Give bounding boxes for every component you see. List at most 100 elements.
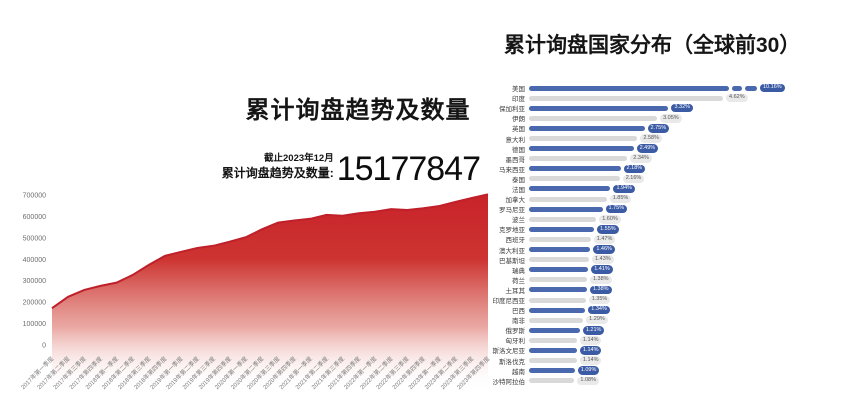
area-chart-svg: 0 100000 200000 300000 400000 500000 600000 700… <box>19 193 491 392</box>
area-trend-line <box>51 193 489 309</box>
country-label: 南非 <box>512 318 525 326</box>
bar <box>529 186 611 192</box>
value-pill: 1.38% <box>589 285 612 295</box>
value-pill: 2.34% <box>630 154 652 163</box>
value-pill: 1.14% <box>579 356 602 365</box>
bar <box>529 247 591 253</box>
stat-total-value: 15177847 <box>336 150 481 189</box>
bar-row: 巴基斯坦 1.43% <box>490 255 852 265</box>
bar <box>529 156 628 162</box>
y-axis-tick-label: 300000 <box>23 278 46 285</box>
country-label: 西班牙 <box>505 237 526 245</box>
bar <box>529 317 584 323</box>
country-label: 沙特阿拉伯 <box>492 378 526 386</box>
bar-row: 荷兰 1.38% <box>490 275 852 285</box>
bar-row: 墨西哥 2.34% <box>490 154 852 164</box>
bar-row: 罗马尼亚 1.75% <box>490 204 852 214</box>
cumulative-inquiry-stat: 截止2023年12月 累计询盘趋势及数量: 15177847 <box>170 150 481 189</box>
bar <box>529 257 590 263</box>
country-label: 德国 <box>512 146 525 154</box>
stat-label-caption: 累计询盘趋势及数量: <box>221 166 334 180</box>
y-axis-tick-label: 100000 <box>23 321 46 328</box>
bar-row: 伊朗 3.05% <box>490 113 852 123</box>
bar-row: 加拿大 1.85% <box>490 194 852 204</box>
country-label: 斯洛伐克 <box>499 358 525 366</box>
y-axis-tick-label: 400000 <box>23 257 46 264</box>
bar-row: 匈牙利 1.14% <box>490 335 852 345</box>
right-chart-title: 累计询盘国家分布（全球前30） <box>504 34 801 57</box>
value-pill: 1.09% <box>577 366 600 375</box>
bar <box>529 236 591 242</box>
value-pill: 4.62% <box>726 93 748 103</box>
bar <box>529 146 634 152</box>
country-bar-chart: 美国 10.16% 印度 4.62% 保加利亚 3.32% 伊朗 3.05% 英国 2.75% 意大… <box>490 83 852 386</box>
country-label: 匈牙利 <box>505 338 526 346</box>
country-label: 美国 <box>512 86 525 94</box>
value-pill: 2.16% <box>622 174 645 184</box>
bar-row: 瑞典 1.41% <box>490 265 852 275</box>
bar <box>529 307 586 313</box>
value-pill: 1.35% <box>588 295 611 305</box>
country-label: 越南 <box>512 368 525 376</box>
bar <box>529 378 575 384</box>
bar <box>529 368 575 374</box>
bar <box>529 267 589 273</box>
country-label: 俄罗斯 <box>505 328 526 336</box>
bar <box>529 105 669 111</box>
bar <box>529 347 577 353</box>
country-label: 意大利 <box>505 136 526 144</box>
bar-row: 俄罗斯 1.21% <box>490 325 852 335</box>
country-label: 土耳其 <box>505 287 526 295</box>
value-pill: 2.58% <box>640 134 662 143</box>
y-axis-tick-label: 700000 <box>23 193 46 200</box>
bar <box>529 277 587 283</box>
country-label: 斯洛文尼亚 <box>492 348 526 356</box>
country-label: 英国 <box>512 126 525 134</box>
bar <box>529 226 595 232</box>
bar-row: 南非 1.29% <box>490 315 852 325</box>
bar-row: 沙特阿拉伯 1.08% <box>490 376 852 386</box>
country-label: 保加利亚 <box>499 106 525 114</box>
value-pill: 1.75% <box>605 204 628 214</box>
y-axis-tick-label: 0 <box>42 343 46 350</box>
bar-segment-after-break <box>745 85 757 91</box>
country-label: 加拿大 <box>505 197 526 205</box>
bar-row: 土耳其 1.38% <box>490 285 852 295</box>
value-pill: 1.21% <box>582 326 605 335</box>
bar-row: 英国 2.75% <box>490 123 852 133</box>
bar-row: 德国 2.49% <box>490 144 852 154</box>
bar <box>529 196 607 202</box>
country-label: 泰国 <box>512 176 525 184</box>
bar <box>529 95 724 101</box>
value-pill: 1.41% <box>591 265 613 274</box>
value-pill: 2.49% <box>636 144 659 153</box>
value-pill: 2.75% <box>647 124 670 133</box>
value-pill: 1.08% <box>577 376 599 386</box>
value-pill: 1.14% <box>579 346 602 355</box>
area-fill <box>52 194 488 390</box>
axis-break-dash <box>732 85 742 91</box>
country-label: 法国 <box>512 186 525 194</box>
country-label: 印度 <box>512 96 525 104</box>
value-pill: 1.60% <box>599 215 621 224</box>
value-pill: 2.18% <box>623 164 646 174</box>
bar-row: 印度 4.62% <box>490 93 852 103</box>
left-chart-title: 累计询盘趋势及数量 <box>245 97 471 124</box>
bar-row: 巴西 1.34% <box>490 305 852 315</box>
stat-captions: 截止2023年12月 累计询盘趋势及数量: <box>222 150 334 184</box>
stat-date-caption: 截止2023年12月 <box>264 153 334 164</box>
value-pill: 1.34% <box>588 305 610 315</box>
bar <box>529 327 580 333</box>
bar-row: 印度尼西亚 1.35% <box>490 295 852 305</box>
bar-segment <box>529 85 729 91</box>
value-pill: 1.43% <box>592 255 614 264</box>
bar <box>529 297 586 303</box>
bar-row: 美国 10.16% <box>490 83 852 93</box>
country-label: 伊朗 <box>512 116 525 124</box>
bar <box>529 176 620 182</box>
bar <box>529 337 577 343</box>
y-axis-tick-label: 600000 <box>23 214 46 221</box>
value-pill: 1.47% <box>593 235 616 244</box>
bar-row: 泰国 2.16% <box>490 174 852 184</box>
bar-row: 澳大利亚 1.46% <box>490 245 852 255</box>
